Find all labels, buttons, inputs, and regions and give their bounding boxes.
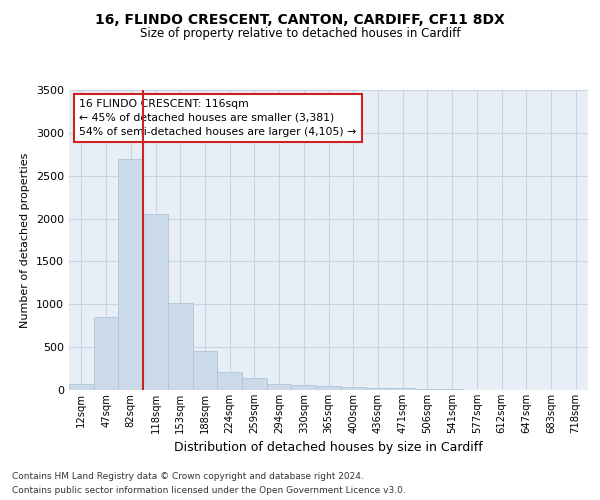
Bar: [415, 389, 440, 390]
Bar: [341, 386, 365, 390]
Bar: [316, 386, 341, 390]
Bar: [118, 158, 143, 390]
Bar: [242, 378, 267, 390]
Y-axis label: Number of detached properties: Number of detached properties: [20, 152, 31, 328]
Bar: [94, 317, 118, 390]
Text: 16, FLINDO CRESCENT, CANTON, CARDIFF, CF11 8DX: 16, FLINDO CRESCENT, CANTON, CARDIFF, CF…: [95, 12, 505, 26]
Bar: [168, 304, 193, 390]
Bar: [193, 350, 217, 390]
Text: Contains HM Land Registry data © Crown copyright and database right 2024.: Contains HM Land Registry data © Crown c…: [12, 472, 364, 481]
X-axis label: Distribution of detached houses by size in Cardiff: Distribution of detached houses by size …: [174, 442, 483, 454]
Bar: [292, 385, 316, 390]
Text: Contains public sector information licensed under the Open Government Licence v3: Contains public sector information licen…: [12, 486, 406, 495]
Bar: [365, 388, 390, 390]
Bar: [217, 372, 242, 390]
Bar: [267, 384, 292, 390]
Text: Size of property relative to detached houses in Cardiff: Size of property relative to detached ho…: [140, 28, 460, 40]
Text: 16 FLINDO CRESCENT: 116sqm
← 45% of detached houses are smaller (3,381)
54% of s: 16 FLINDO CRESCENT: 116sqm ← 45% of deta…: [79, 99, 356, 137]
Bar: [69, 384, 94, 390]
Bar: [390, 388, 415, 390]
Bar: [143, 214, 168, 390]
